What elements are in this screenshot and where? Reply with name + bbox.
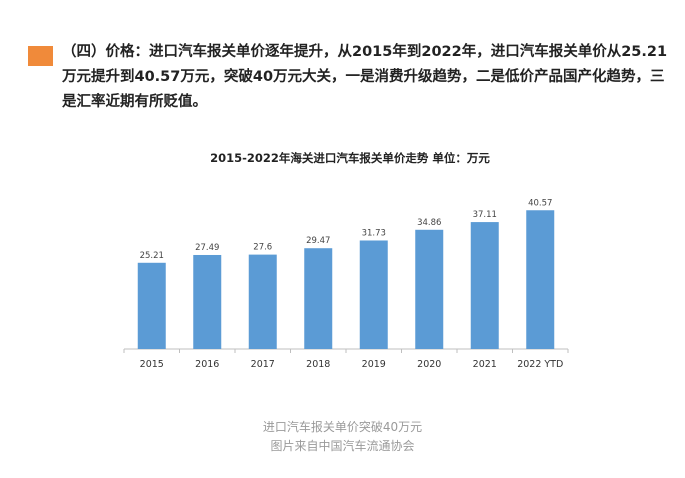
bar-2019 [359,240,388,349]
x-tick-label: 2019 [362,359,386,370]
bar-chart: 2015-2022年海关进口汽车报关单价走势 单位：万元 25.21 2015 27… [110,148,590,378]
data-label: 25.21 [140,251,164,261]
x-tick-label: 2020 [417,359,441,370]
data-label: 40.57 [528,198,552,208]
bar-2016 [193,254,222,349]
caption-line-2: 图片来自中国汽车流通协会 [270,439,415,453]
bar-2017 [248,254,277,349]
data-label: 27.49 [195,243,219,253]
bar-2018 [304,248,333,349]
x-tick-label: 2018 [306,359,330,370]
data-label: 34.86 [417,218,441,228]
x-tick-label: 2016 [195,359,219,370]
data-label: 37.11 [473,210,497,220]
bar-2022-ytd [526,210,555,349]
chart-title: 2015-2022年海关进口汽车报关单价走势 单位：万元 [210,151,490,165]
caption-line-1: 进口汽车报关单价突破40万元 [262,420,423,434]
chart-svg: 25.21 2015 27.49 2016 27.6 2017 29.47 2018 31.73… [123,198,569,370]
data-label: 29.47 [306,236,330,246]
bar-2020 [415,229,444,349]
bar-2021 [470,222,499,349]
orange-square-icon [28,46,53,66]
x-tick-label: 2021 [473,359,497,370]
data-label: 27.6 [253,243,272,253]
x-tick-label: 2022 YTD [517,359,563,370]
headline-text: （四）价格：进口汽车报关单价逐年提升，从2015年到2022年，进口汽车报关单价… [62,44,668,110]
x-tick-label: 2017 [251,359,275,370]
x-tick-label: 2015 [140,359,164,370]
data-label: 31.73 [362,228,386,238]
headline: （四）价格：进口汽车报关单价逐年提升，从2015年到2022年，进口汽车报关单价… [28,40,668,115]
bar-2015 [137,262,166,349]
